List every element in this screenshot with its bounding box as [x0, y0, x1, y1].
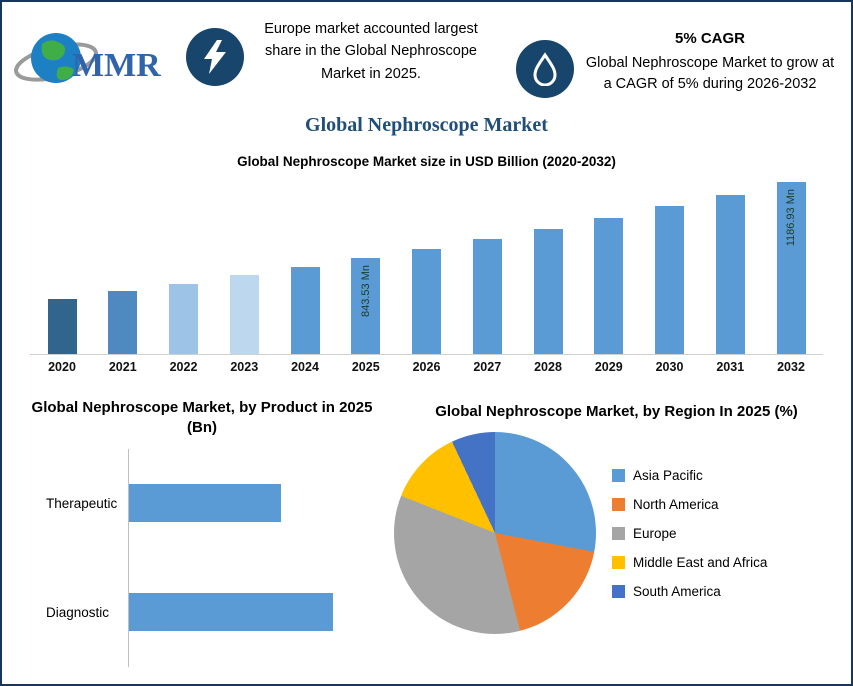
product-label-diagnostic: Diagnostic [46, 604, 110, 620]
legend-label: Middle East and Africa [633, 554, 768, 570]
x-axis-label-2028: 2028 [534, 360, 562, 374]
europe-callout-text: Europe market accounted largest share in… [264, 21, 478, 82]
x-axis-label-2021: 2021 [108, 360, 137, 374]
svg-text:MMR: MMR [72, 47, 161, 84]
bar-value-label: 1186.93 Mn [785, 189, 797, 247]
x-axis-label-2029: 2029 [594, 360, 623, 374]
x-axis-label-2032: 2032 [777, 360, 805, 374]
legend-swatch [612, 468, 625, 482]
bar-column [36, 177, 88, 354]
legend-swatch [612, 555, 625, 569]
legend-swatch [612, 584, 625, 598]
cagr-title: 5% CAGR [674, 30, 745, 47]
header: MMR Europe market accounted largest shar… [14, 10, 841, 120]
bar-2026 [412, 249, 441, 354]
product-row-therapeutic: Therapeutic [16, 484, 388, 522]
legend-item: Middle East and Africa [612, 555, 767, 570]
region-pie-chart: Global Nephroscope Market, by Region In … [394, 402, 839, 635]
product-bar-diagnostic [128, 593, 333, 631]
bar-2031 [715, 195, 745, 354]
x-axis-label-2025: 2025 [351, 360, 380, 374]
page-title: Global Nephroscope Market [305, 114, 548, 136]
legend-label: South America [633, 583, 721, 599]
x-axis-label-2030: 2030 [655, 360, 684, 374]
bar-column [522, 177, 574, 354]
bar-column [218, 177, 270, 354]
bar-column [401, 177, 453, 354]
legend-label: Asia Pacific [633, 467, 703, 483]
legend-label: Europe [633, 525, 677, 541]
bar-2027 [472, 239, 502, 354]
product-bar-chart: Global Nephroscope Market, by Product in… [16, 398, 388, 667]
x-axis-label-2023: 2023 [230, 360, 259, 374]
legend-item: North America [612, 497, 767, 512]
product-row-diagnostic: Diagnostic [16, 593, 388, 631]
bar-2028 [533, 229, 563, 354]
product-chart-title: Global Nephroscope Market, by Product in… [31, 399, 373, 437]
bar-column [583, 177, 635, 354]
cagr-block: 5% CAGR Global Nephroscope Market to gro… [584, 30, 836, 95]
annual-bar-chart: Global Nephroscope Market size in USD Bi… [30, 154, 823, 374]
bar-value-label: 843.53 Mn [359, 265, 372, 317]
bar-2032: 1186.93 Mn [776, 182, 806, 354]
bar-column [461, 177, 513, 354]
bar-2025: 843.53 Mn [351, 258, 381, 354]
region-chart-title: Global Nephroscope Market, by Region In … [435, 403, 798, 420]
legend-item: Europe [612, 526, 767, 541]
bar-column: 843.53 Mn [340, 177, 392, 354]
pie-graphic [394, 432, 596, 635]
annual-chart-title: Global Nephroscope Market size in USD Bi… [237, 154, 616, 169]
annual-bars: 843.53 Mn 1186.93 Mn [30, 177, 823, 355]
x-axis-label-2024: 2024 [291, 360, 319, 374]
bar-2021 [108, 291, 138, 354]
legend-swatch [612, 497, 625, 511]
legend-item: Asia Pacific [612, 468, 767, 483]
annual-x-axis: 2020 2021 2022 2023 2024 2025 2026 2027 2028 2029… [30, 360, 823, 374]
bar-column: 1186.93 Mn [765, 177, 817, 354]
bar-2024 [290, 267, 320, 354]
cagr-text: Global Nephroscope Market to grow at a C… [585, 55, 835, 93]
legend-item: South America [612, 584, 767, 599]
product-rows: Therapeutic Diagnostic [16, 449, 388, 667]
product-plot-area: Therapeutic Diagnostic [16, 448, 388, 667]
bar-2020 [47, 299, 77, 354]
x-axis-label-2027: 2027 [473, 360, 502, 374]
bar-2029 [594, 218, 624, 354]
x-axis-label-2026: 2026 [412, 360, 441, 374]
bar-column [704, 177, 756, 354]
legend-swatch [612, 526, 625, 540]
product-label-therapeutic: Therapeutic [46, 495, 118, 511]
product-bar-therapeutic [128, 484, 281, 522]
pie-wrap: Asia Pacific North America Europe Middle Ea… [394, 432, 839, 635]
x-axis-label-2031: 2031 [716, 360, 745, 374]
bar-2030 [655, 206, 684, 354]
bar-column [97, 177, 149, 354]
bar-column [158, 177, 210, 354]
bar-column [644, 177, 696, 354]
bar-2023 [229, 275, 259, 354]
region-legend: Asia Pacific North America Europe Middle Ea… [612, 468, 767, 599]
flame-icon [516, 40, 574, 98]
legend-label: North America [633, 496, 719, 512]
x-axis-label-2022: 2022 [169, 360, 198, 374]
mmr-logo: MMR [14, 33, 161, 84]
product-y-axis-line [128, 448, 129, 667]
bar-2022 [169, 284, 198, 354]
bar-column [279, 177, 331, 354]
lightning-icon [186, 28, 244, 86]
x-axis-label-2020: 2020 [48, 360, 76, 374]
